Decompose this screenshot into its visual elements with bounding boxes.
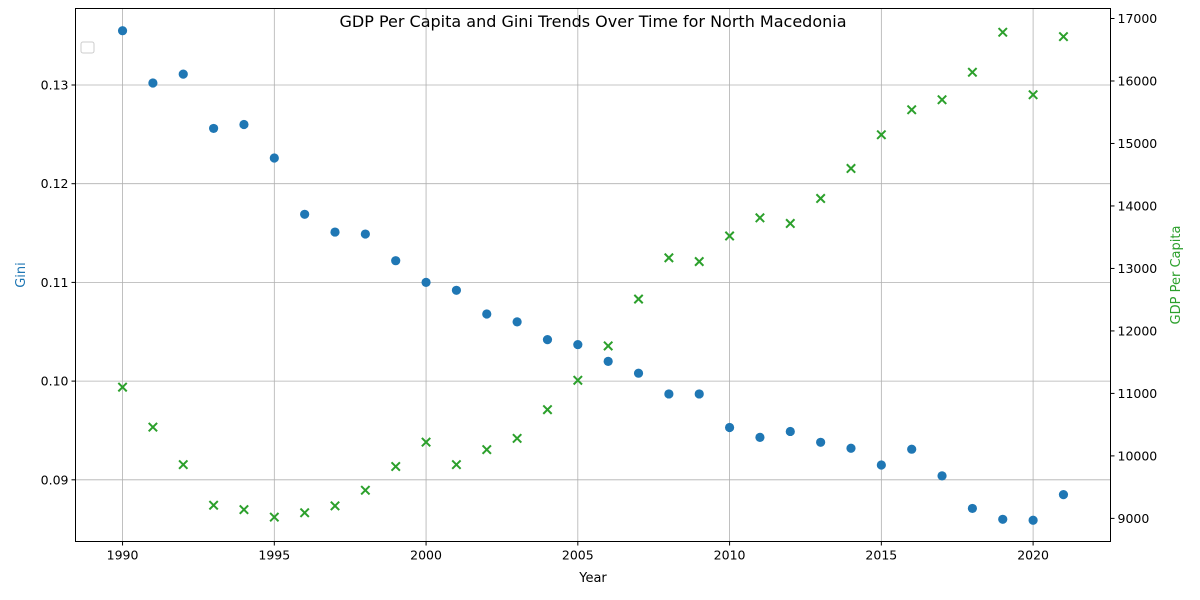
gdp-point [694,256,705,267]
gdp-point [208,500,219,511]
x-tick-label: 2010 [714,548,746,563]
y-axis-left: 0.09 0.10 0.11 0.12 0.13 [41,77,76,487]
gini-point [846,443,856,453]
gini-point [542,335,553,345]
gdp-point [299,507,310,518]
gdp-point [906,104,917,115]
gdp-point [572,375,583,386]
gdp-point [1058,31,1069,42]
gdp-point [269,512,280,523]
x-tick-label: 1990 [107,548,139,563]
grid [75,8,1111,542]
x-tick-label: 1995 [258,548,290,563]
y-right-tick-label: 11000 [1118,386,1158,401]
y-right-tick-label: 14000 [1118,198,1158,213]
y-right-tick-label: 9000 [1118,511,1150,526]
gini-point [603,356,613,366]
gini-point [209,123,219,134]
x-tick-label: 2020 [1017,548,1049,563]
y-right-tick-label: 12000 [1118,323,1158,338]
gini-point [451,285,462,295]
gini-point [360,229,370,239]
gdp-point [178,459,189,470]
gdp-point [451,459,462,470]
y-left-tick-label: 0.10 [41,374,69,389]
gdp-point [997,27,1008,38]
gdp-point [390,461,401,472]
y-right-tick-label: 17000 [1118,11,1158,26]
gdp-point [876,129,887,140]
gini-point [148,78,158,88]
gdp-point [147,422,158,433]
gdp-point [360,485,371,496]
y-right-tick-label: 16000 [1118,73,1158,88]
y-axis-right: 9000 10000 11000 12000 13000 14000 15000 16000 1… [1110,11,1158,526]
plot-frame [75,8,1111,542]
data-points [117,26,1069,525]
gdp-point [1028,89,1039,100]
gini-point [482,309,492,319]
gdp-point [724,231,735,241]
y-right-tick-label: 10000 [1118,448,1158,463]
gdp-point [846,163,856,174]
gini-point [633,368,644,378]
gini-point [178,69,188,79]
y-right-tick-label: 13000 [1118,261,1158,276]
gdp-point [117,382,128,393]
gdp-point [542,404,553,415]
gdp-point [755,212,765,223]
gini-point [300,209,310,219]
gini-point [269,153,279,163]
gini-point [998,514,1008,524]
gini-point [785,426,795,437]
gini-point [724,422,735,433]
gini-point [573,339,583,350]
y-axis-right-title: GDP Per Capita [1169,226,1184,325]
gini-point [421,277,431,288]
y-left-tick-label: 0.13 [41,77,69,92]
x-tick-label: 2005 [562,548,594,563]
gini-point [967,503,977,514]
gdp-point [239,504,249,515]
gini-point [391,256,401,266]
gdp-point [967,67,978,78]
gdp-point [633,294,644,304]
y-left-tick-label: 0.12 [41,176,69,191]
y-axis-left-title: Gini [14,262,29,288]
gdp-point [937,94,947,105]
gini-point [937,471,947,481]
x-tick-label: 2015 [865,548,897,563]
gini-point [117,26,128,36]
gdp-point [512,433,523,444]
gini-point [755,432,765,442]
gdp-point [785,218,796,229]
gini-point [330,227,340,237]
gdp-point [330,500,340,511]
y-right-tick-label: 15000 [1118,136,1158,151]
legend-box [80,41,95,54]
legend [80,41,95,54]
gini-point [1058,490,1069,500]
gini-point [664,389,674,399]
x-axis: 1990 1995 2000 2005 2010 2015 2020 [107,541,1049,563]
chart-title: GDP Per Capita and Gini Trends Over Time… [339,12,846,31]
x-axis-title: Year [578,571,607,586]
gdp-point [481,444,492,455]
gdp-point [815,193,826,204]
gini-point [1028,515,1038,525]
gini-point [876,460,886,470]
gini-point [512,317,522,327]
gdp-point [421,437,431,448]
x-tick-label: 2000 [410,548,442,563]
gdp-point [603,341,614,351]
gini-point [239,119,249,130]
gini-point [694,389,704,399]
y-left-tick-label: 0.11 [41,275,69,290]
y-left-tick-label: 0.09 [41,472,69,487]
gdp-point [663,252,674,263]
gini-point [816,437,826,447]
gini-point [907,444,917,454]
